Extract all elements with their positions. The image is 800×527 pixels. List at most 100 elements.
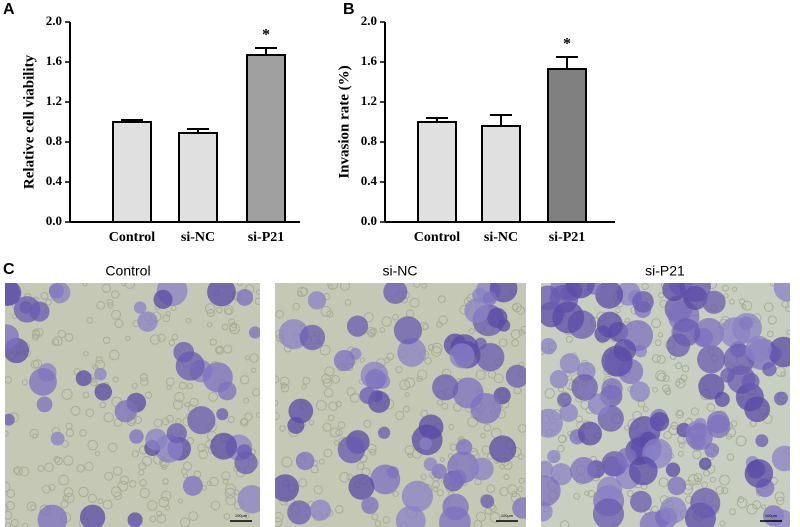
cell — [493, 373, 504, 384]
y-tick-label: 2.0 — [361, 13, 377, 28]
cell — [409, 297, 420, 308]
cell — [774, 491, 785, 502]
cell — [113, 491, 123, 500]
cell — [5, 376, 12, 384]
cell — [30, 359, 40, 369]
stained-cell — [470, 392, 502, 424]
stained-cell — [299, 324, 326, 351]
stained-cell — [337, 435, 366, 464]
cell — [371, 513, 379, 521]
stained-cell — [773, 391, 788, 406]
cell — [392, 313, 399, 321]
stained-cell — [287, 416, 305, 434]
cell — [681, 364, 690, 373]
stained-cell — [346, 315, 369, 337]
cell — [97, 498, 104, 505]
cell — [45, 298, 52, 306]
stained-cell — [762, 362, 777, 377]
cell — [742, 300, 753, 311]
cell — [37, 465, 45, 472]
micrograph: 100μm — [5, 283, 260, 527]
cell — [326, 310, 334, 318]
micrograph: 100μm — [275, 283, 526, 527]
cell — [92, 363, 99, 371]
stained-cell — [541, 460, 554, 478]
cell — [626, 489, 634, 497]
cell — [363, 312, 374, 323]
cell — [510, 329, 521, 340]
y-tick-label: 1.2 — [46, 93, 62, 108]
cell — [587, 489, 596, 498]
cell — [656, 354, 666, 364]
scale-bar-label: 100μm — [765, 513, 778, 518]
cell — [420, 473, 427, 480]
stained-cell — [393, 316, 423, 345]
cell — [26, 501, 37, 512]
cell — [147, 500, 158, 511]
cell — [503, 473, 510, 481]
significance-mark: * — [563, 36, 571, 53]
stained-cell — [114, 400, 137, 423]
cell — [339, 471, 350, 483]
cell — [239, 417, 249, 427]
stained-cell — [386, 466, 399, 479]
cell — [658, 292, 665, 299]
cell — [322, 378, 332, 388]
x-tick-label: Control — [109, 230, 156, 245]
cell — [174, 391, 185, 403]
image-title: si-P21 — [645, 263, 685, 279]
stained-cell — [365, 368, 386, 390]
bar — [481, 125, 521, 223]
cell — [244, 412, 253, 421]
cell — [29, 428, 39, 439]
stained-cell — [571, 374, 598, 401]
cell — [114, 319, 124, 329]
stained-cell — [632, 291, 654, 313]
cell — [229, 323, 238, 332]
stained-cell — [29, 367, 57, 396]
stained-cell — [587, 393, 610, 416]
cell — [239, 375, 250, 385]
cell — [5, 522, 12, 527]
cell — [208, 392, 218, 402]
cell — [31, 329, 41, 339]
cell — [6, 489, 16, 498]
cell — [111, 290, 120, 299]
cell — [298, 478, 308, 488]
cell — [78, 486, 89, 498]
cell — [120, 283, 127, 287]
cell — [379, 327, 386, 333]
cell — [112, 376, 119, 383]
y-tick-label: 0.8 — [46, 133, 63, 148]
cell — [337, 421, 346, 429]
stained-cell — [287, 500, 312, 525]
stained-cell — [359, 387, 377, 405]
scale-bar-label: 100μm — [501, 513, 514, 518]
cell — [252, 388, 260, 397]
cell — [721, 487, 729, 495]
cell — [763, 302, 774, 313]
cell — [766, 330, 774, 338]
cell — [723, 293, 729, 299]
cell — [99, 401, 107, 409]
cell — [196, 443, 206, 453]
cell — [204, 303, 216, 314]
cell — [40, 292, 49, 300]
stained-cell — [594, 325, 612, 343]
cell — [677, 450, 684, 457]
cell — [48, 483, 56, 491]
cell — [225, 483, 237, 495]
stained-cell — [464, 298, 490, 324]
stained-cell — [595, 283, 624, 309]
stained-cell — [348, 473, 375, 500]
stained-cell — [505, 364, 526, 388]
cell — [573, 492, 581, 500]
cell — [301, 384, 307, 390]
stained-cell — [720, 368, 735, 383]
cell — [12, 466, 20, 474]
cell — [279, 425, 286, 432]
cell — [349, 392, 360, 403]
cell — [215, 346, 223, 354]
cell — [436, 399, 444, 406]
cell — [280, 383, 290, 393]
